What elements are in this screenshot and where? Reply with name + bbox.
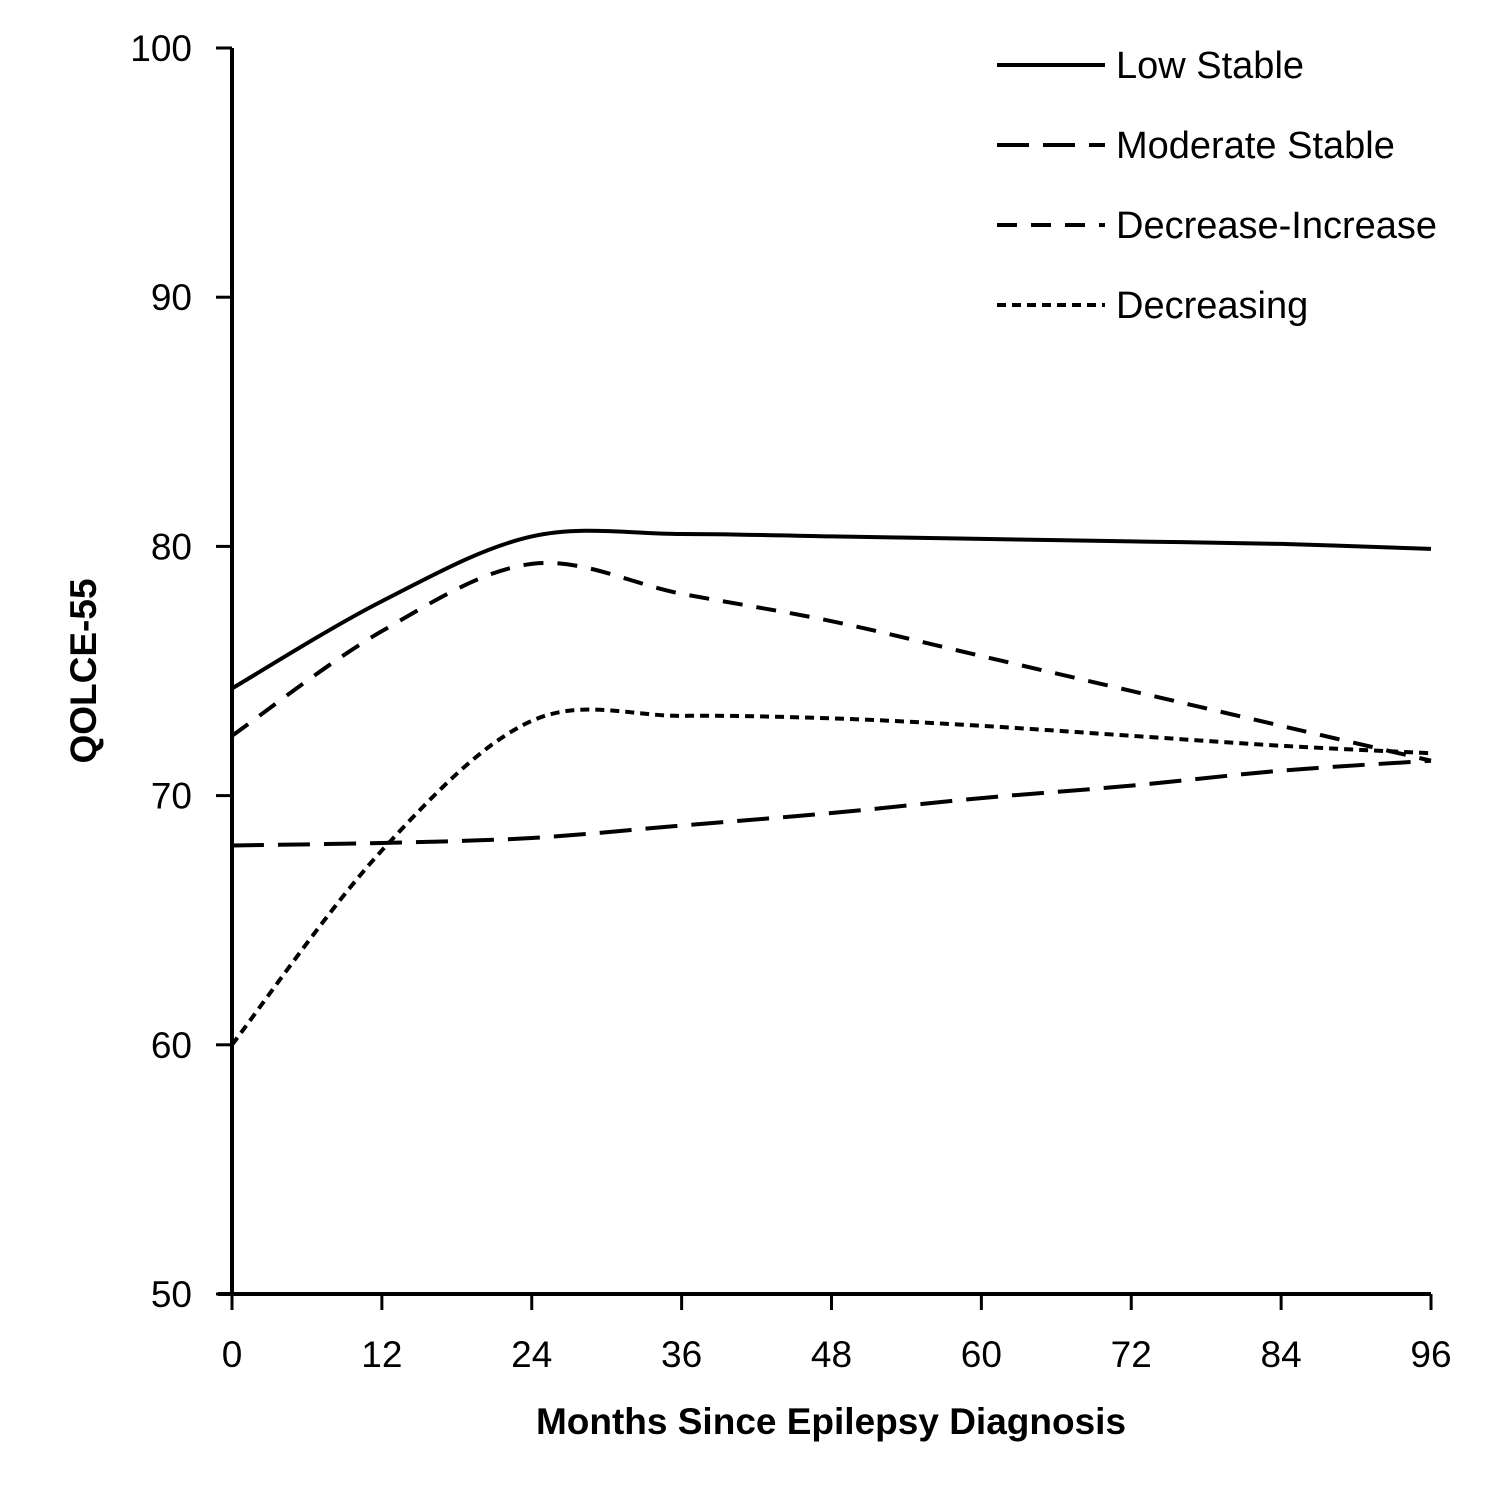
series-group xyxy=(230,528,1432,1047)
x-axis-title: Months Since Epilepsy Diagnosis xyxy=(536,1401,1126,1442)
x-ticks: 0 12 24 36 48 60 72 84 96 xyxy=(222,1294,1452,1375)
y-tick-label: 100 xyxy=(130,28,192,69)
legend: Low Stable Moderate Stable Decrease-Increa… xyxy=(997,45,1437,327)
legend-label: Moderate Stable xyxy=(1116,125,1395,167)
series-line-decreasing xyxy=(230,707,1432,1047)
y-tick-label: 50 xyxy=(151,1274,192,1315)
legend-label: Low Stable xyxy=(1116,45,1304,87)
legend-label: Decreasing xyxy=(1116,285,1308,327)
axes xyxy=(218,48,1431,1296)
x-tick-label: 60 xyxy=(961,1334,1002,1375)
x-tick-label: 0 xyxy=(222,1334,243,1375)
x-tick-label: 24 xyxy=(511,1334,552,1375)
x-tick-label: 36 xyxy=(661,1334,702,1375)
x-tick-label: 72 xyxy=(1111,1334,1152,1375)
y-ticks: 50 60 70 80 90 100 xyxy=(130,28,232,1315)
y-tick-label: 80 xyxy=(151,526,192,567)
x-tick-label: 84 xyxy=(1261,1334,1302,1375)
series-line-moderate-stable xyxy=(231,758,1432,848)
y-axis-title: QOLCE-55 xyxy=(63,578,104,763)
series-line-low-stable xyxy=(230,528,1432,691)
x-tick-label: 48 xyxy=(811,1334,852,1375)
y-tick-label: 70 xyxy=(151,776,192,817)
legend-label: Decrease-Increase xyxy=(1116,205,1437,247)
series-line-decrease-increase xyxy=(230,560,1432,763)
y-tick-label: 90 xyxy=(151,277,192,318)
x-tick-label: 12 xyxy=(361,1334,402,1375)
y-tick-label: 60 xyxy=(151,1025,192,1066)
x-tick-label: 96 xyxy=(1410,1334,1451,1375)
